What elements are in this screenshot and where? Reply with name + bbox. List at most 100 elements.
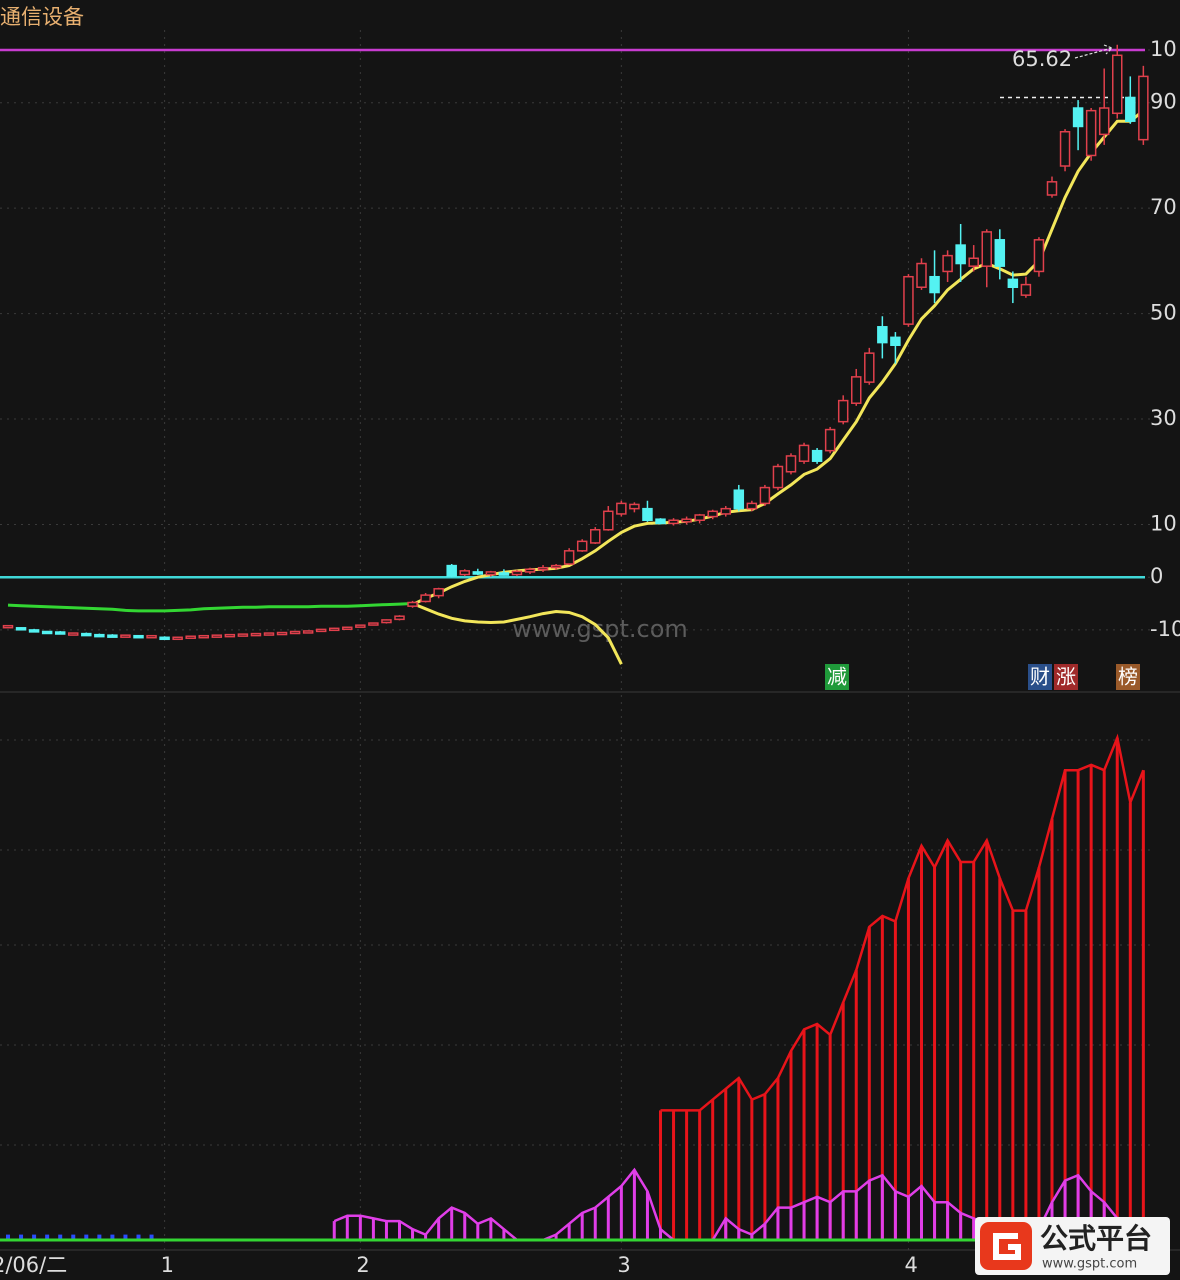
- bar: [828, 1202, 832, 1240]
- tag-box: [1028, 664, 1052, 690]
- candle-body: [772, 465, 784, 489]
- candle-body: [172, 636, 183, 641]
- bar: [815, 1024, 819, 1240]
- chart-title: 通信设备: [0, 5, 84, 29]
- candle-body: [355, 624, 366, 628]
- candle-body: [616, 502, 627, 515]
- bar: [358, 1215, 362, 1240]
- bar: [933, 1202, 937, 1240]
- bar: [97, 1234, 102, 1240]
- bar: [659, 1110, 662, 1240]
- candle-body: [837, 399, 849, 423]
- candle-body: [394, 615, 405, 621]
- candle-body: [1112, 54, 1123, 115]
- bar: [854, 1191, 858, 1240]
- logo-glyph: [993, 1233, 1021, 1260]
- bar: [463, 1213, 467, 1240]
- bar: [750, 1234, 754, 1240]
- candle-body: [368, 622, 379, 626]
- bar: [1089, 764, 1093, 1240]
- candle-body: [1059, 130, 1071, 167]
- bar: [920, 845, 923, 1240]
- candle-body: [550, 564, 562, 569]
- candle-body: [263, 632, 275, 636]
- candle-body: [1138, 75, 1149, 141]
- y-tick-label: 70: [1150, 195, 1177, 219]
- bar: [123, 1234, 128, 1240]
- candle-body: [590, 528, 601, 544]
- logo-icon: [980, 1222, 1032, 1270]
- logo-url: www.gspt.com: [1042, 1257, 1137, 1272]
- candle-body: [759, 486, 771, 505]
- candle-body: [198, 634, 209, 639]
- candle-body: [668, 519, 679, 525]
- candle-body: [1046, 181, 1058, 196]
- candle-body: [746, 502, 758, 510]
- candle-body: [603, 510, 614, 531]
- tag: 涨: [1056, 665, 1076, 689]
- tag: 减: [827, 665, 847, 689]
- candle-body: [681, 518, 692, 523]
- candle-body: [28, 629, 40, 633]
- candle-body: [433, 588, 444, 597]
- logo-title: 公式平台: [1040, 1222, 1152, 1255]
- bar: [1102, 770, 1106, 1240]
- tag-box: [1054, 664, 1078, 690]
- bar: [1037, 867, 1041, 1240]
- bar: [933, 867, 937, 1240]
- candle-body: [224, 633, 236, 638]
- candle-body: [524, 568, 536, 573]
- bar: [1115, 737, 1119, 1240]
- bar: [632, 1169, 636, 1240]
- bar: [606, 1196, 610, 1240]
- bar: [763, 1094, 767, 1240]
- candle-body: [407, 601, 418, 607]
- candle-body: [642, 507, 653, 522]
- candle-body: [1033, 239, 1045, 273]
- bar: [672, 1110, 676, 1240]
- bar: [776, 1078, 780, 1240]
- candle-body: [250, 632, 262, 637]
- candle-body: [903, 275, 914, 325]
- bar: [1076, 1175, 1080, 1240]
- tag: 财: [1030, 665, 1050, 689]
- y-tick-label: 10: [1150, 37, 1177, 61]
- bar: [149, 1234, 154, 1240]
- candle-body: [851, 376, 862, 404]
- candle-body: [342, 626, 353, 631]
- bar: [1063, 1180, 1067, 1240]
- candle-body: [41, 630, 53, 635]
- line-series: [412, 602, 623, 665]
- tag-box: [825, 664, 849, 690]
- bar: [411, 1229, 415, 1240]
- x-tick-label: 1: [161, 1253, 174, 1277]
- bar: [776, 1207, 780, 1240]
- bar: [1063, 770, 1067, 1240]
- candle-body: [1007, 278, 1019, 289]
- bar: [711, 1099, 715, 1240]
- x-tick-label: 3: [617, 1253, 630, 1277]
- bar: [1050, 818, 1054, 1240]
- bar: [737, 1078, 741, 1240]
- y-tick-label: 90: [1150, 90, 1177, 114]
- bar: [489, 1218, 493, 1240]
- bar: [71, 1234, 76, 1240]
- bar: [880, 1175, 884, 1240]
- bar: [789, 1207, 793, 1240]
- bar: [384, 1221, 388, 1240]
- bar: [58, 1234, 63, 1240]
- bar: [893, 1191, 897, 1240]
- bar: [645, 1191, 649, 1240]
- candle-body: [159, 636, 170, 641]
- candle-body: [1085, 109, 1097, 157]
- candle-body: [798, 444, 810, 462]
- candle-body: [537, 566, 549, 571]
- candle-body: [890, 336, 901, 346]
- candle-body: [1020, 283, 1032, 296]
- candle-body: [655, 518, 666, 525]
- candle-body: [329, 627, 340, 632]
- bar: [880, 916, 884, 1240]
- candle-body: [981, 231, 992, 267]
- tag: 榜: [1118, 665, 1138, 689]
